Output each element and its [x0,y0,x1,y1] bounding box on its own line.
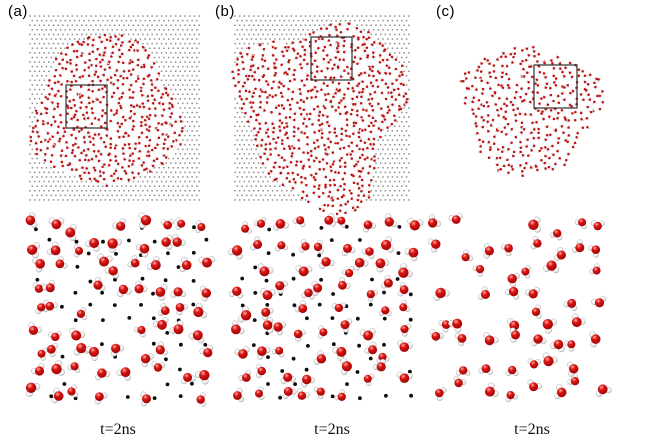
water-cluster-layer [458,44,605,177]
water-molecules-layer [227,212,424,403]
panel-c-overview [458,44,605,177]
panel-c-label: (c) [436,3,455,20]
lattice-dots-layer [234,15,410,201]
water-molecules-layer [25,211,216,407]
panel-a-time-caption: t=2ns [100,421,136,438]
panel-c-zoom [427,213,612,403]
water-molecules-layer [427,213,612,403]
panel-b-zoom [227,212,424,403]
substrate-dots-layer [34,225,209,401]
panel-c-time-caption: t=2ns [514,421,550,438]
panel-b-time-caption: t=2ns [314,421,350,438]
lattice-dots-layer [29,15,200,201]
water-cluster-layer [28,32,186,188]
panel-b-overview [230,15,410,217]
panel-a-overview [28,15,200,201]
zoom-region-box [65,84,108,129]
zoom-region-box [533,64,578,109]
panel-a-zoom [25,211,216,407]
water-cluster-layer [230,21,410,217]
panel-a-label: (a) [8,3,28,20]
panel-b-label: (b) [215,3,235,20]
zoom-region-box [310,36,353,81]
